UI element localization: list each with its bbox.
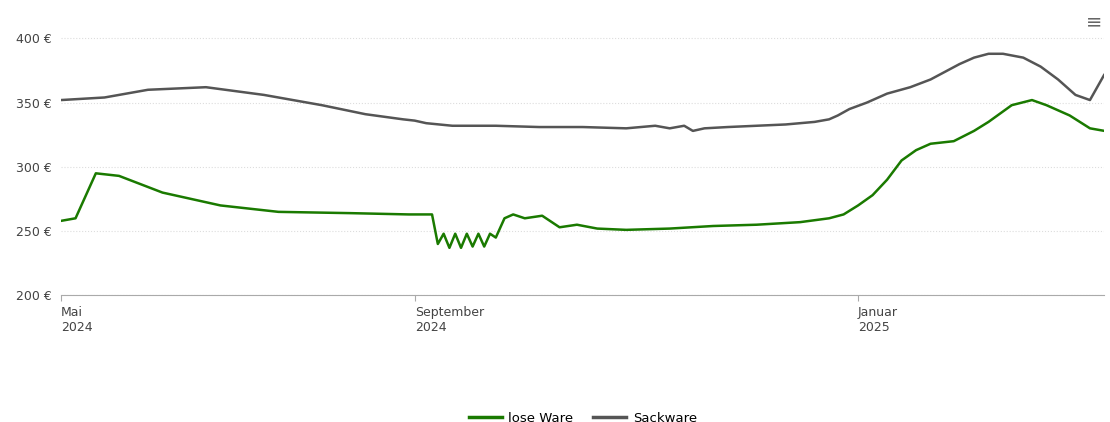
Text: ≡: ≡: [1086, 13, 1102, 32]
Legend: lose Ware, Sackware: lose Ware, Sackware: [463, 407, 703, 422]
